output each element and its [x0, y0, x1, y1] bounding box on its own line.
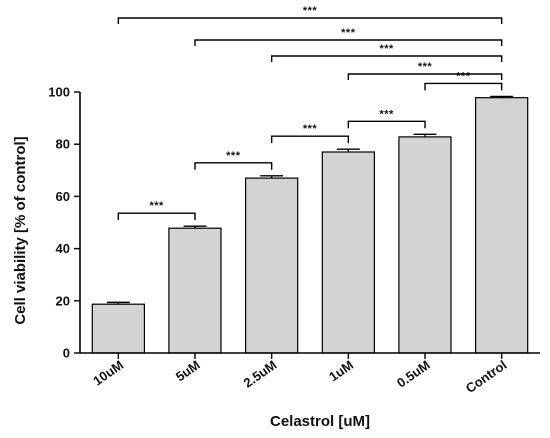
error-bar-0	[106, 301, 130, 305]
significance-bracket-0: ***	[117, 200, 196, 221]
significance-bracket-line	[424, 82, 503, 91]
significance-bracket-2: ***	[270, 123, 350, 144]
significance-bracket-line	[347, 120, 426, 129]
y-axis-label: Cell viability [% of control]	[12, 136, 29, 324]
bar-3	[321, 151, 375, 354]
x-tick-label: 0.5uM	[394, 357, 433, 390]
y-tick-label: 60	[56, 189, 70, 204]
significance-bracket-line	[270, 55, 503, 62]
significance-label: ***	[456, 70, 471, 82]
error-bar-2	[260, 175, 284, 179]
error-bars-layer	[106, 95, 514, 305]
error-bar-5	[490, 95, 514, 98]
bar-5	[475, 97, 529, 354]
significance-bracket-6: ***	[270, 43, 503, 62]
y-tick-label: 20	[56, 293, 70, 308]
significance-bracket-1: ***	[194, 150, 273, 170]
significance-bracket-line	[117, 17, 503, 24]
significance-bracket-line	[347, 73, 503, 80]
significance-layer: *** *** *** *** *** *** *** *** ***	[117, 5, 503, 221]
y-tick-label: 100	[48, 85, 70, 100]
significance-label: ***	[418, 61, 433, 73]
bar-2	[245, 177, 299, 354]
x-tick-label: Control	[463, 357, 509, 396]
bar-1	[168, 227, 222, 354]
y-tick-label: 40	[56, 241, 70, 256]
significance-label: ***	[226, 150, 241, 162]
error-bar-3	[336, 148, 360, 153]
error-bar-4	[413, 133, 437, 137]
significance-bracket-line	[194, 162, 273, 170]
significance-label: ***	[303, 5, 318, 17]
significance-bracket-5: ***	[347, 61, 503, 80]
significance-bracket-8: ***	[117, 5, 503, 24]
significance-label: ***	[379, 108, 394, 120]
significance-label: ***	[149, 200, 164, 212]
x-axis-label: Celastrol [uM]	[270, 413, 370, 430]
significance-bracket-3: ***	[347, 108, 426, 129]
error-bar-1	[183, 225, 207, 229]
significance-label: ***	[341, 27, 356, 39]
significance-label: ***	[379, 43, 394, 55]
x-tick-label: 2.5uM	[241, 357, 280, 390]
y-tick-label: 0	[63, 346, 70, 361]
x-tick-label: 1uM	[326, 357, 356, 384]
x-tick-label: 10uM	[90, 357, 126, 388]
significance-bracket-line	[194, 39, 503, 46]
x-tick-label: 5uM	[173, 357, 203, 384]
bars-layer	[91, 97, 529, 354]
bar-4	[398, 136, 452, 354]
significance-bracket-line	[270, 135, 350, 144]
significance-bracket-7: ***	[194, 27, 503, 46]
significance-label: ***	[303, 123, 318, 135]
significance-bracket-line	[117, 212, 196, 221]
bar-0	[91, 303, 146, 354]
y-tick-label: 80	[56, 137, 70, 152]
